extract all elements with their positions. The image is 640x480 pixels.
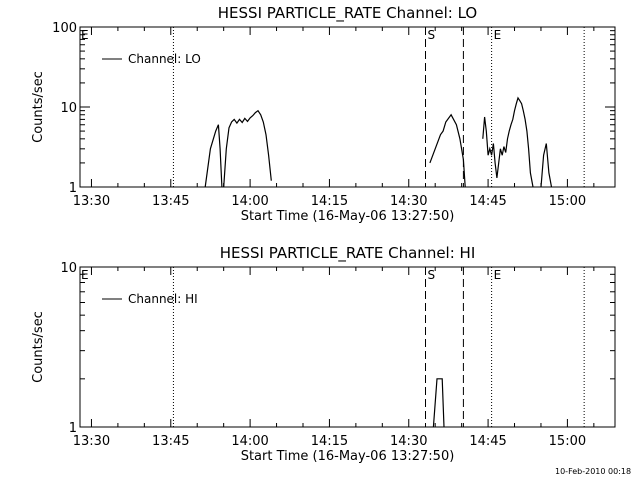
- chart-title: HESSI PARTICLE_RATE Channel: HI: [220, 244, 476, 263]
- plot-frame: [79, 266, 616, 428]
- x-axis-label: Start Time (16-May-06 13:27:50): [241, 449, 455, 464]
- footer-timestamp: 10-Feb-2010 00:18: [555, 467, 631, 476]
- x-tick-label: 15:00: [549, 194, 586, 209]
- y-axis-label: Counts/sec: [31, 71, 46, 143]
- y-axis-label: Counts/sec: [31, 311, 46, 383]
- series-line-segment: [223, 109, 272, 188]
- series-line-segment: [429, 113, 466, 188]
- y-tick-label: 100: [52, 21, 77, 36]
- series-line-segment: [540, 143, 553, 188]
- chart-panel-lo: HESSI PARTICLE_RATE Channel: LO Start Tim…: [31, 4, 616, 224]
- x-tick-label: 14:15: [311, 194, 348, 209]
- marker-label: S: [428, 28, 436, 42]
- x-tick-label: 14:00: [231, 194, 268, 209]
- marker-label: E: [494, 28, 502, 42]
- marker-label: S: [428, 268, 436, 282]
- series-line-segment: [204, 124, 223, 188]
- y-tick-label: 1: [69, 181, 77, 196]
- y-tick-label: 1: [69, 421, 77, 436]
- x-tick-label: 14:45: [469, 194, 506, 209]
- plot-frame: [79, 26, 616, 188]
- x-tick-label: 14:45: [469, 434, 506, 449]
- x-tick-label: 15:00: [549, 434, 586, 449]
- x-tick-label: 13:45: [152, 434, 189, 449]
- x-tick-label: 13:30: [73, 194, 110, 209]
- y-tick-label: 10: [60, 261, 77, 276]
- x-tick-label: 13:45: [152, 194, 189, 209]
- marker-label: E: [494, 268, 502, 282]
- chart-title: HESSI PARTICLE_RATE Channel: LO: [218, 4, 477, 23]
- x-tick-label: 14:30: [390, 194, 427, 209]
- legend-label: Channel: HI: [128, 292, 198, 306]
- chart-panel-hi: HESSI PARTICLE_RATE Channel: HI Start Tim…: [31, 244, 616, 464]
- x-tick-label: 13:30: [73, 434, 110, 449]
- series-line-segment: [432, 378, 445, 428]
- series-line-segment: [482, 96, 534, 188]
- corner-label: E: [81, 28, 89, 42]
- x-axis-label: Start Time (16-May-06 13:27:50): [241, 209, 455, 224]
- y-tick-label: 10: [60, 101, 77, 116]
- x-tick-label: 14:30: [390, 434, 427, 449]
- x-tick-label: 14:15: [311, 434, 348, 449]
- corner-label: E: [81, 268, 89, 282]
- legend-label: Channel: LO: [128, 52, 201, 66]
- x-tick-label: 14:00: [231, 434, 268, 449]
